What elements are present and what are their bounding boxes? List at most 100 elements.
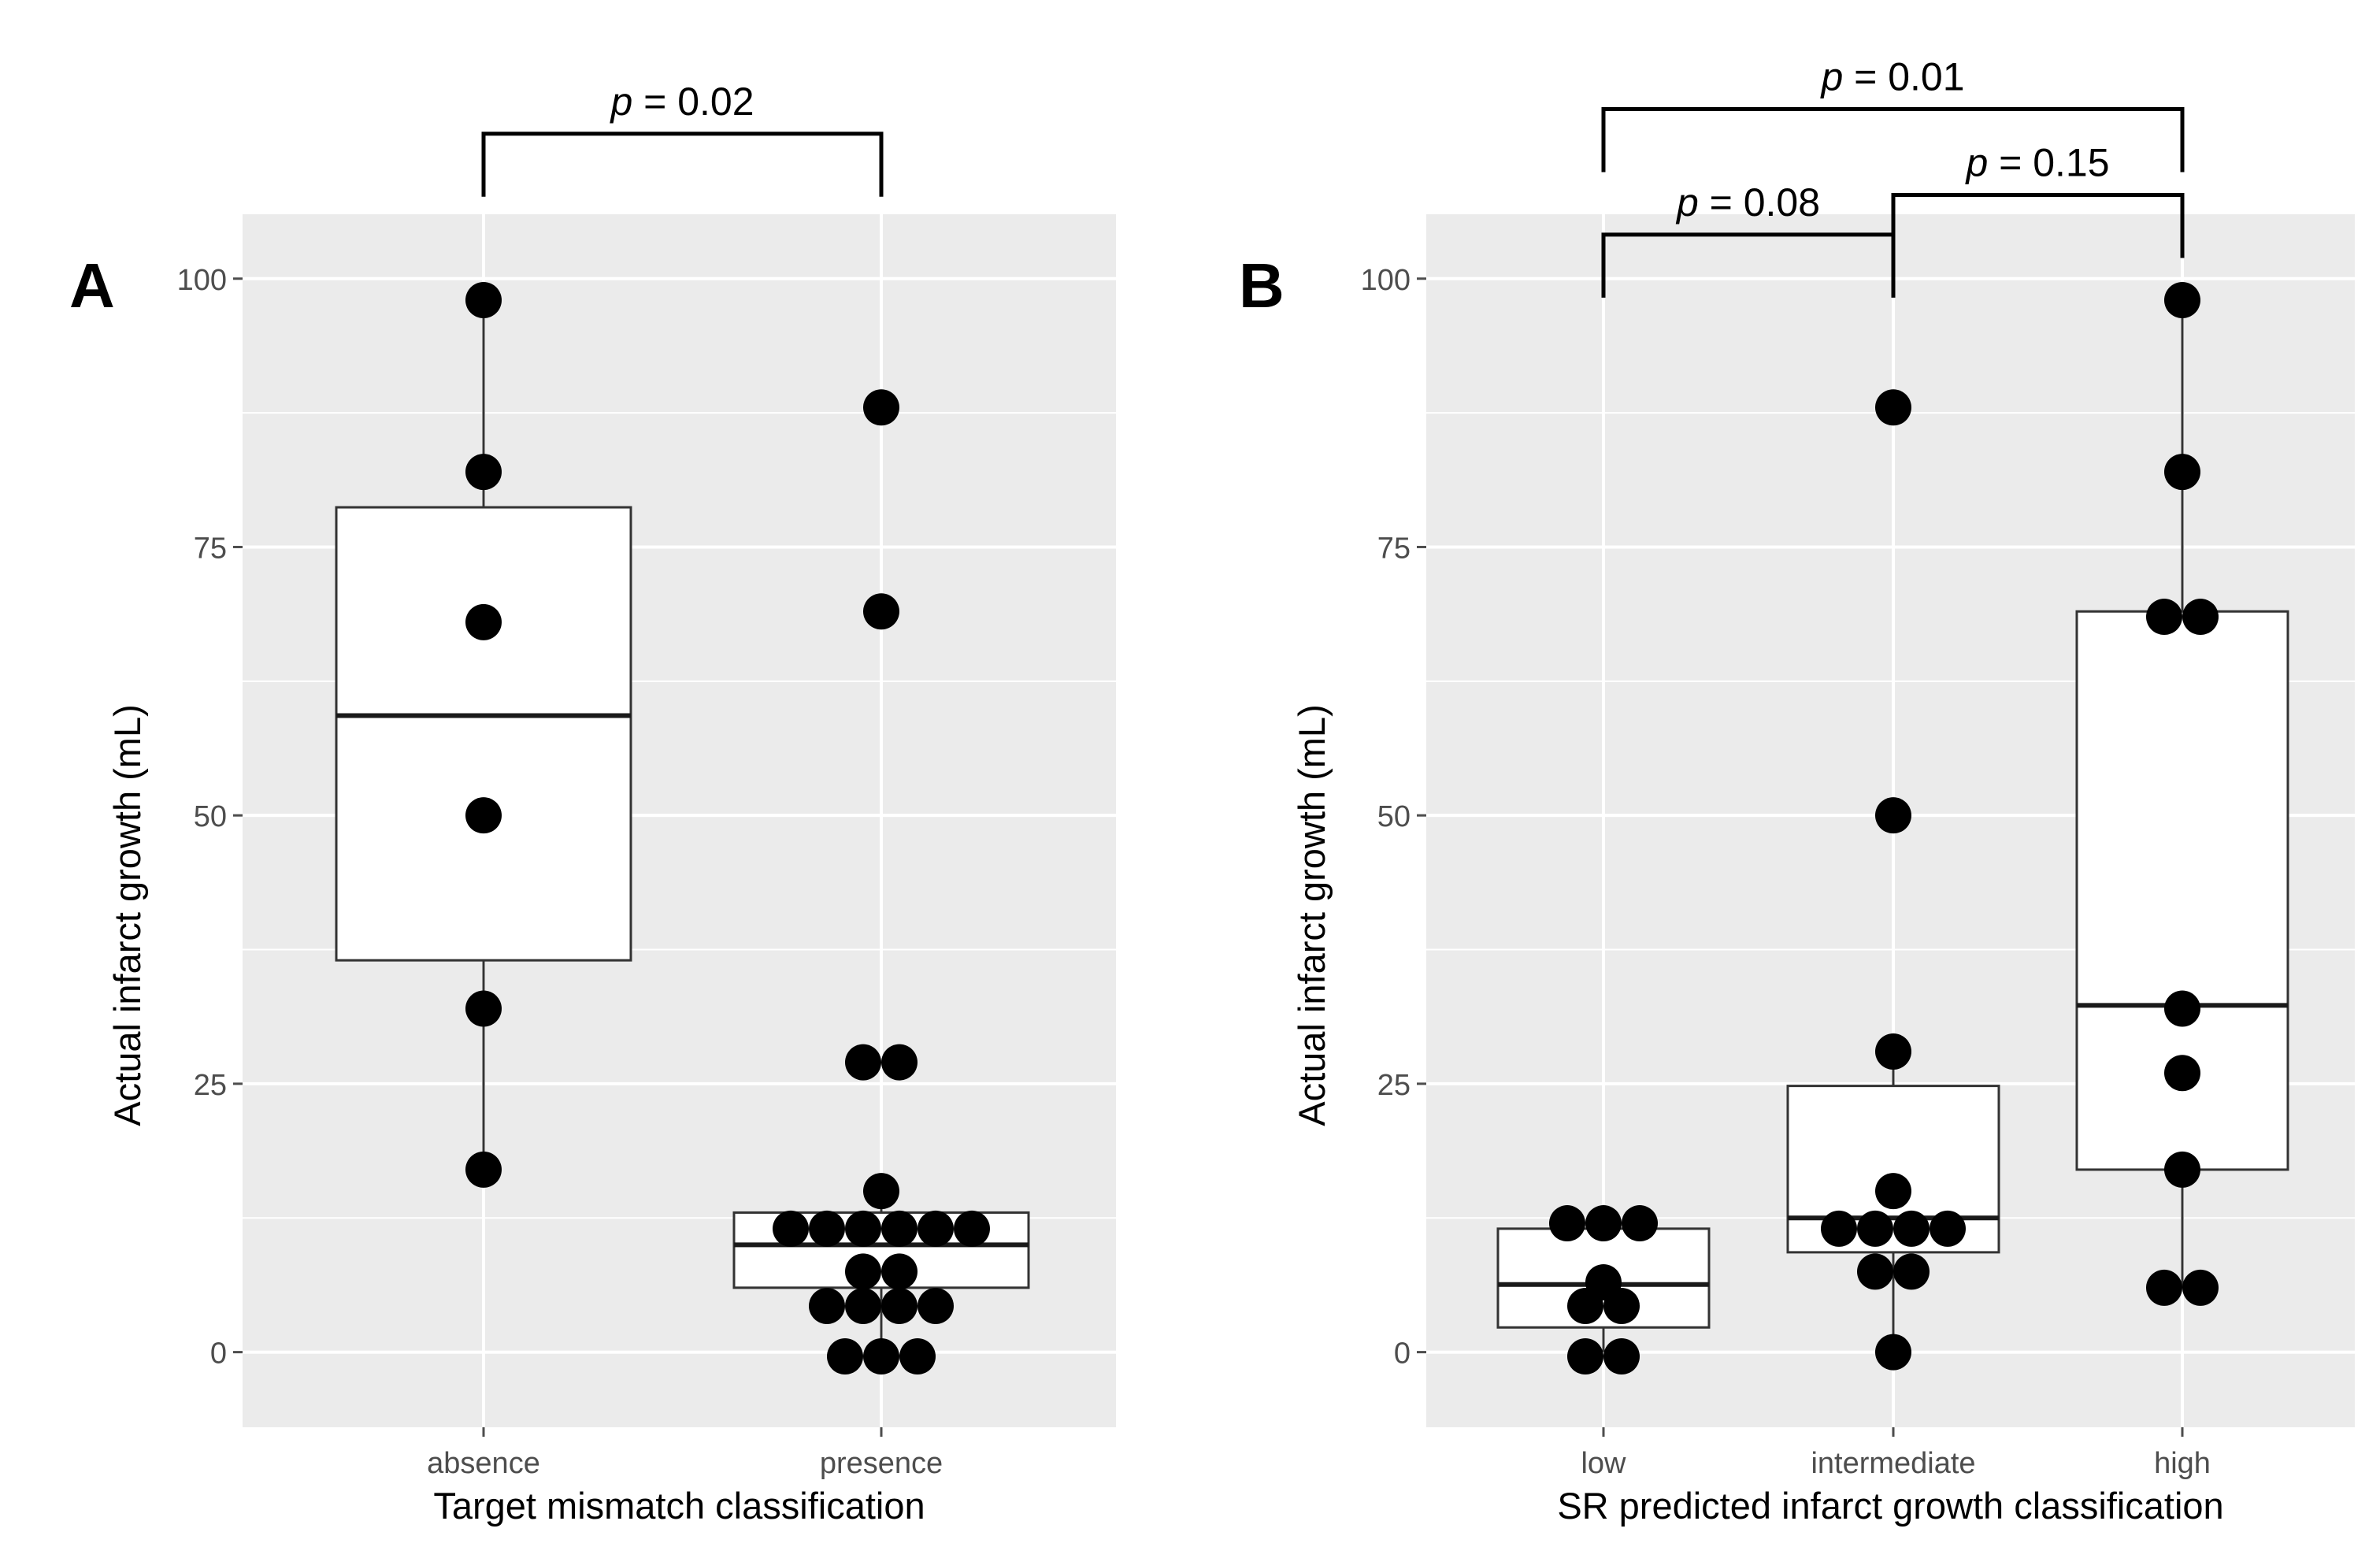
data-point [863,389,899,426]
points-absence [465,282,502,1188]
data-point [845,1210,881,1247]
box-absence [335,300,632,1170]
data-point [465,603,502,640]
data-point [918,1288,954,1324]
points-high [2146,282,2219,1306]
data-point [809,1288,845,1324]
data-point [465,282,502,319]
data-point [2164,282,2200,319]
data-point [1875,1033,1911,1070]
x-tick-label-low: low [1581,1447,1626,1480]
points-intermediate [1821,389,1966,1371]
box-iqr [1786,1085,2000,1254]
data-point [1821,1210,1857,1247]
data-point [881,1288,918,1324]
y-axis-title: Actual infarct growth (mL) [106,704,148,1126]
data-point [1603,1338,1640,1375]
data-point [1930,1210,1966,1247]
y-axis-title: Actual infarct growth (mL) [1291,704,1333,1126]
x-axis-title: SR predicted infarct growth classificati… [1557,1485,2223,1527]
p-value-label: p = 0.08 [1675,180,1820,224]
p-value: = 0.01 [1843,54,1964,98]
data-point [2146,1269,2182,1306]
data-point [881,1044,918,1081]
data-point [827,1338,863,1375]
data-point [1567,1338,1603,1375]
data-point [1585,1205,1622,1242]
y-tick-label: 100 [1361,264,1411,297]
data-point [1603,1288,1640,1324]
p-value-label: p = 0.15 [1964,140,2109,184]
data-point [1857,1253,1893,1290]
x-tick-label-absence: absence [427,1447,540,1480]
data-point [1893,1253,1930,1290]
data-point [954,1210,990,1247]
data-point [2146,599,2182,636]
bracket-line [1601,106,2185,173]
y-tick-label: 25 [1377,1069,1411,1102]
points-presence [773,389,990,1375]
p-symbol: p [1964,140,1988,184]
comparison-bracket: p = 0.01 [1601,54,2185,173]
data-point [1875,389,1911,426]
data-point [2164,1055,2200,1092]
box-iqr [335,506,632,962]
bracket-line [1891,192,2185,258]
data-point [465,990,502,1027]
x-tick-label-presence: presence [820,1447,943,1480]
p-symbol: p [1675,180,1699,224]
x-tick-label-intermediate: intermediate [1811,1447,1975,1480]
data-point [465,1151,502,1188]
x-tick-label-high: high [2154,1447,2211,1480]
data-point [881,1253,918,1290]
chart-panel-a: 0 25 50 75 100 absence presence p = 0.02 Target … [69,80,1116,1527]
bracket-line [1601,232,1896,298]
p-symbol: p [1819,54,1843,98]
data-point [1549,1205,1585,1242]
data-point [1875,1334,1911,1371]
p-value: = 0.15 [1988,140,2109,184]
data-point [465,454,502,491]
data-point [899,1338,936,1375]
data-point [863,1173,899,1210]
data-point [863,1338,899,1375]
data-point [773,1210,809,1247]
data-point [1567,1288,1603,1324]
data-point [845,1044,881,1081]
p-value-label: p = 0.02 [609,80,754,124]
data-point [1857,1210,1893,1247]
bracket-line [481,132,884,197]
y-tick-label: 0 [1394,1337,1411,1371]
data-point [2164,454,2200,491]
data-point [863,593,899,630]
comparison-bracket: p = 0.15 [1891,140,2185,258]
y-tick-label: 50 [1377,800,1411,833]
data-point [465,797,502,834]
data-point [845,1253,881,1290]
comparison-bracket: p = 0.08 [1601,180,1896,298]
data-point [2164,990,2200,1027]
data-point [845,1288,881,1324]
data-point [1875,1173,1911,1210]
y-tick-label: 50 [194,800,227,833]
y-tick-label: 75 [194,532,227,565]
data-point [809,1210,845,1247]
x-axis-title: Target mismatch classification [433,1485,925,1527]
data-point [1893,1210,1930,1247]
data-point [881,1210,918,1247]
y-tick-label: 100 [177,264,227,297]
p-symbol: p [609,80,632,124]
data-point [1875,797,1911,834]
data-point [2164,1151,2200,1188]
p-value: = 0.02 [632,80,754,124]
data-point [1622,1205,1658,1242]
comparison-bracket: p = 0.02 [481,80,884,197]
data-point [918,1210,954,1247]
panel-label: B [1239,250,1285,321]
y-tick-label: 0 [210,1337,227,1371]
y-tick-label: 75 [1377,532,1411,565]
panel-label: A [69,250,115,321]
points-low [1549,1205,1658,1375]
